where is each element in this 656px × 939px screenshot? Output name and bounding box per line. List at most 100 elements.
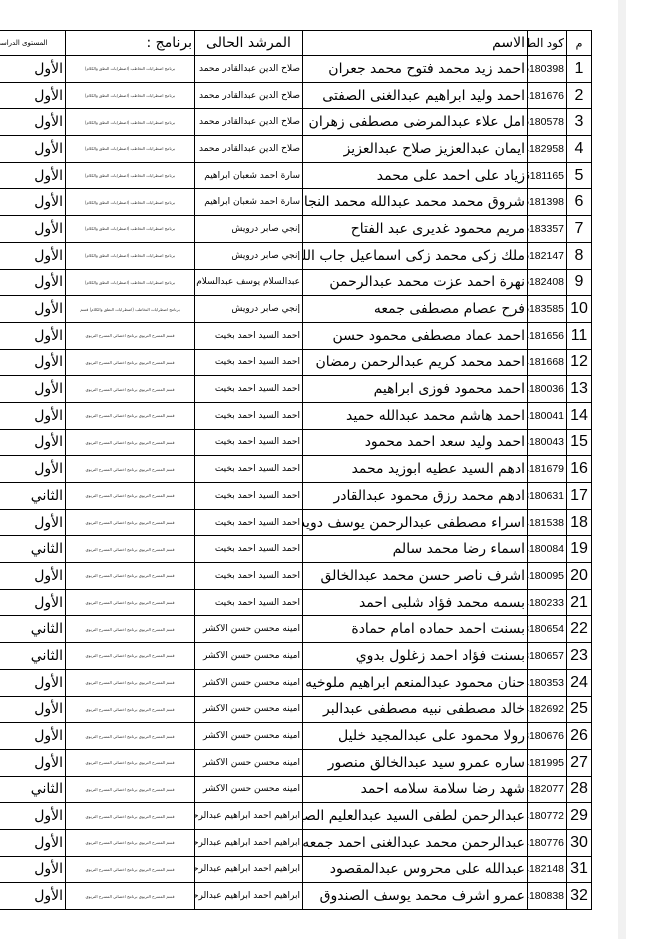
program: قسم المسرح التربوي برنامج اخصائي المسرح … [65, 562, 195, 590]
student-code: 24180838 [527, 882, 567, 910]
level: الأول [0, 188, 66, 217]
student-code: 24180772 [527, 802, 567, 830]
student-name: احمد محمود فوزى ابراهيم [302, 375, 528, 403]
row-number: 12 [566, 348, 592, 377]
level: الأول [0, 508, 66, 537]
row-number: 32 [566, 882, 592, 910]
student-code: 23180676 [527, 722, 567, 750]
student-code: 24181676 [527, 81, 567, 110]
level: الأول [0, 855, 66, 884]
program: قسم المسرح التربوي برنامج اخصائي المسرح … [65, 855, 195, 884]
row-number: 23 [566, 642, 592, 670]
level: الثاني [0, 535, 66, 564]
row-number: 15 [566, 428, 592, 457]
student-name: احمد زيد محمد فتوح محمد جعران [302, 55, 528, 83]
table-row: 325180578امل علاء عبدالمرضى مصطفى زهرانص… [0, 108, 592, 137]
level: الثاني [0, 615, 66, 644]
level: الأول [0, 428, 66, 457]
program: برنامج اضطرابات التخاطب (اضطرابات النطق … [65, 108, 195, 137]
table-row: 1824181538اسراء مصطفى عبدالرحمن يوسف دوي… [0, 508, 592, 537]
row-number: 13 [566, 375, 592, 403]
table-row: 625181398شروق محمد محمد عبدالله محمد الن… [0, 188, 592, 217]
row-number: 27 [566, 748, 592, 777]
advisor: احمد السيد احمد بخيت [194, 428, 303, 457]
table-row: 2824182077شهد رضا سلامة سلامه احمدامينه … [0, 775, 592, 804]
student-name: احمد محمد كريم عبدالرحمن رمضان [302, 348, 528, 377]
student-name: ايمان عبدالعزيز صلاح عبدالعزيز [302, 135, 528, 163]
student-code: 24181679 [527, 455, 567, 483]
row-number: 7 [566, 215, 592, 243]
advisor: امينه محسن حسن الاكشر [194, 695, 303, 724]
program: قسم المسرح التربوي برنامج اخصائي المسرح … [65, 348, 195, 377]
student-code: 25183585 [527, 295, 567, 323]
advisor: احمد السيد احمد بخيت [194, 508, 303, 537]
table-row: 2524182692خالد مصطفى نبيه مصطفى عبدالبرا… [0, 695, 592, 724]
advisor: احمد السيد احمد بخيت [194, 375, 303, 403]
level: الأول [0, 321, 66, 350]
student-name: ساره عمرو سيد عبدالخالق منصور [302, 748, 528, 777]
table-row: 2924180772عبدالرحمن لطفى السيد عبدالعليم… [0, 802, 592, 830]
student-code: 24180095 [527, 562, 567, 590]
table-row: 925182408نهرة احمد عزت محمد عبدالرحمنعبد… [0, 268, 592, 297]
program: قسم المسرح التربوي برنامج اخصائي المسرح … [65, 668, 195, 697]
row-number: 2 [566, 81, 592, 110]
student-name: عبدالرحمن لطفى السيد عبدالعليم الصياد [302, 802, 528, 830]
row-number: 25 [566, 695, 592, 724]
student-code: 25180398 [527, 55, 567, 83]
program: قسم المسرح التربوي برنامج اخصائي المسرح … [65, 401, 195, 430]
advisor: امينه محسن حسن الاكشر [194, 775, 303, 804]
advisor: ابراهيم احمد ابراهيم عبدالرحمن [194, 828, 303, 857]
level: الأول [0, 135, 66, 163]
student-code: 23180631 [527, 482, 567, 510]
program: قسم المسرح التربوي برنامج اخصائي المسرح … [65, 428, 195, 457]
level: الأول [0, 882, 66, 910]
table-row: 1624181679ادهم السيد عطيه ابوزيد محمداحم… [0, 455, 592, 483]
row-number: 4 [566, 135, 592, 163]
table-row: 1723180631ادهم محمد رزق محمود عبدالقادرا… [0, 482, 592, 510]
advisor: احمد السيد احمد بخيت [194, 455, 303, 483]
program: قسم المسرح التربوي برنامج اخصائي المسرح … [65, 535, 195, 564]
level: الأول [0, 295, 66, 323]
header-cell: م [566, 30, 592, 56]
student-name: اشرف ناصر حسن محمد عبدالخالق [302, 562, 528, 590]
student-code: 24180043 [527, 428, 567, 457]
student-name: احمد وليد سعد احمد محمود [302, 428, 528, 457]
program: برنامج اضطرابات التخاطب (اضطرابات النطق … [65, 135, 195, 163]
advisor: احمد السيد احمد بخيت [194, 401, 303, 430]
row-number: 26 [566, 722, 592, 750]
student-name: ملك زكى محمد زكى اسماعيل جاب الله [302, 241, 528, 270]
level: الأول [0, 588, 66, 617]
row-number: 11 [566, 321, 592, 350]
level: الأول [0, 215, 66, 243]
level: الأول [0, 81, 66, 110]
program: قسم المسرح التربوي برنامج اخصائي المسرح … [65, 722, 195, 750]
row-number: 9 [566, 268, 592, 297]
student-name: حنان محمود عبدالمنعم ابراهيم ملوخيه [302, 668, 528, 697]
row-number: 5 [566, 161, 592, 190]
advisor: امينه محسن حسن الاكشر [194, 615, 303, 644]
program: قسم المسرح التربوي برنامج اخصائي المسرح … [65, 802, 195, 830]
student-code: 25180578 [527, 108, 567, 137]
student-code: 25181398 [527, 188, 567, 217]
table-row: 3224180838عمرو اشرف محمد يوسف الصندوقابر… [0, 882, 592, 910]
table-row: 825182147ملك زكى محمد زكى اسماعيل جاب ال… [0, 241, 592, 270]
level: الأول [0, 55, 66, 83]
advisor: احمد السيد احمد بخيت [194, 562, 303, 590]
student-name: زياد على احمد على محمد [302, 161, 528, 190]
student-name: خالد مصطفى نبيه مصطفى عبدالبر [302, 695, 528, 724]
student-name: شهد رضا سلامة سلامه احمد [302, 775, 528, 804]
student-name: رولا محمود على عبدالمجيد خليل [302, 722, 528, 750]
student-code: 24180041 [527, 401, 567, 430]
advisor: صلاح الدين عبدالقادر محمد [194, 135, 303, 163]
student-name: بسمه محمد فؤاد شلبى احمد [302, 588, 528, 617]
level: الثاني [0, 775, 66, 804]
table-row: 2024180095اشرف ناصر حسن محمد عبدالخالقاح… [0, 562, 592, 590]
table-row: 1224181668احمد محمد كريم عبدالرحمن رمضان… [0, 348, 592, 377]
student-code: 23180654 [527, 615, 567, 644]
advisor: ابراهيم احمد ابراهيم عبدالرحمن [194, 882, 303, 910]
student-name: اسماء رضا محمد سالم [302, 535, 528, 564]
